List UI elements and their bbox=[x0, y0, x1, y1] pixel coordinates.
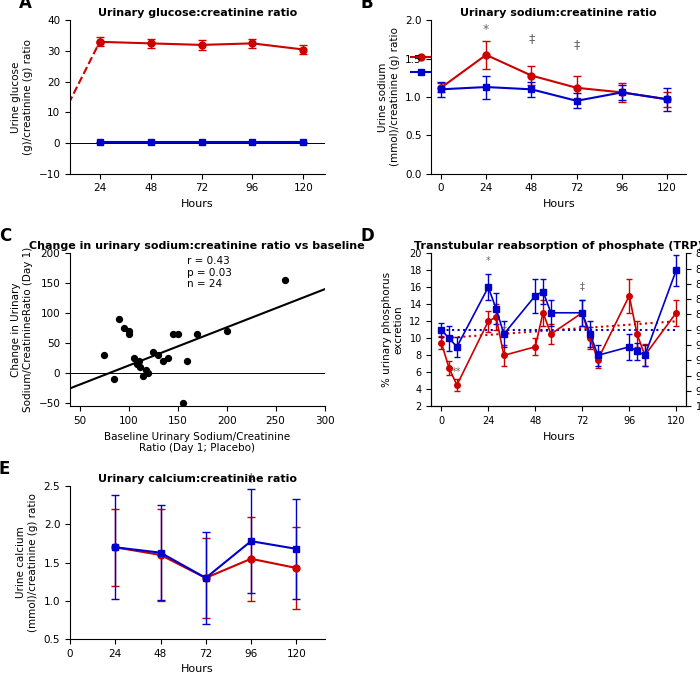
Point bbox=[118, 323, 130, 334]
Point bbox=[177, 398, 188, 409]
Point bbox=[192, 329, 203, 340]
Text: D: D bbox=[360, 227, 374, 245]
Title: Urinary calcium:creatinine ratio: Urinary calcium:creatinine ratio bbox=[98, 474, 297, 484]
Point bbox=[128, 353, 139, 364]
Title: Urinary sodium:creatinine ratio: Urinary sodium:creatinine ratio bbox=[461, 8, 657, 18]
X-axis label: Baseline Urinary Sodium/Creatinine
Ratio (Day 1; Placebo): Baseline Urinary Sodium/Creatinine Ratio… bbox=[104, 432, 290, 454]
Point bbox=[143, 368, 154, 379]
Text: ‡: ‡ bbox=[580, 282, 584, 292]
Title: Transtubular reabsorption of phosphate (TRP): Transtubular reabsorption of phosphate (… bbox=[414, 241, 700, 251]
Point bbox=[138, 371, 149, 381]
Point bbox=[153, 350, 164, 361]
Text: C: C bbox=[0, 227, 11, 245]
Point bbox=[99, 350, 110, 361]
Point bbox=[113, 314, 125, 325]
X-axis label: Hours: Hours bbox=[542, 432, 575, 442]
Point bbox=[141, 365, 152, 376]
Point bbox=[172, 329, 183, 340]
Y-axis label: % urinary phosphorus
excretion: % urinary phosphorus excretion bbox=[382, 272, 404, 388]
Point bbox=[221, 326, 232, 337]
Text: ‡: ‡ bbox=[248, 471, 254, 484]
Title: Urinary glucose:creatinine ratio: Urinary glucose:creatinine ratio bbox=[97, 8, 297, 18]
Text: r = 0.43
p = 0.03
n = 24: r = 0.43 p = 0.03 n = 24 bbox=[188, 256, 232, 290]
Text: B: B bbox=[360, 0, 373, 12]
Point bbox=[123, 329, 134, 340]
Title: Change in urinary sodium:creatinine ratio vs baseline: Change in urinary sodium:creatinine rati… bbox=[29, 241, 365, 251]
Point bbox=[133, 356, 144, 367]
Y-axis label: Urine calcium
(mmol)/creatinine (g) ratio: Urine calcium (mmol)/creatinine (g) rati… bbox=[17, 493, 38, 632]
X-axis label: Hours: Hours bbox=[181, 664, 214, 675]
Point bbox=[148, 347, 159, 358]
Y-axis label: Urine glucose
(g)/creatinine (g) ratio: Urine glucose (g)/creatinine (g) ratio bbox=[11, 39, 33, 155]
Point bbox=[135, 362, 146, 373]
X-axis label: Hours: Hours bbox=[181, 199, 214, 209]
Point bbox=[280, 275, 291, 286]
Point bbox=[108, 374, 120, 385]
Y-axis label: Urine sodium
(mmol)/creatinine (g) ratio: Urine sodium (mmol)/creatinine (g) ratio bbox=[378, 28, 400, 167]
Text: ‡: ‡ bbox=[528, 32, 535, 45]
Y-axis label: Change in Urinary
Sodium/CreatinineRatio (Day 1): Change in Urinary Sodium/CreatinineRatio… bbox=[11, 247, 33, 413]
Text: **: ** bbox=[452, 367, 462, 377]
Text: *: * bbox=[486, 256, 491, 266]
Text: ‡: ‡ bbox=[501, 324, 506, 334]
Point bbox=[162, 353, 174, 364]
Point bbox=[123, 326, 134, 337]
Point bbox=[158, 356, 169, 367]
Point bbox=[167, 329, 178, 340]
Legend: Cana, Placebo: Cana, Placebo bbox=[407, 48, 485, 82]
Text: ‡: ‡ bbox=[573, 38, 580, 51]
Text: *: * bbox=[483, 22, 489, 36]
Point bbox=[131, 359, 142, 370]
Text: A: A bbox=[19, 0, 32, 12]
Text: E: E bbox=[0, 460, 10, 478]
Point bbox=[182, 356, 193, 367]
X-axis label: Hours: Hours bbox=[542, 199, 575, 209]
